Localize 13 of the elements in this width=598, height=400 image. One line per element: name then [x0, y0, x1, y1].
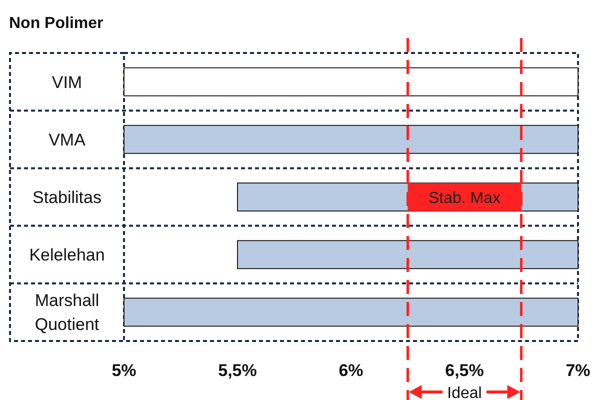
x-tick-label: 7% — [566, 361, 590, 380]
x-tick-label: 5,5% — [218, 361, 257, 380]
y-tick-label: VMA — [48, 130, 86, 150]
chart-title: Non Polimer — [9, 15, 104, 32]
x-tick-label: 6,5% — [445, 361, 484, 380]
y-tick-label: Stabilitas — [32, 188, 102, 207]
series-label: Stab. Max — [428, 190, 501, 207]
y-tick-label: Kelelehan — [29, 246, 105, 265]
x-tick-label: 6% — [338, 361, 364, 380]
x-tick-label: 5% — [112, 361, 136, 380]
text: Ideal — [447, 385, 482, 400]
y-tick-label: Marshall Quotient — [34, 291, 100, 334]
y-tick-label: VIM — [52, 72, 82, 92]
